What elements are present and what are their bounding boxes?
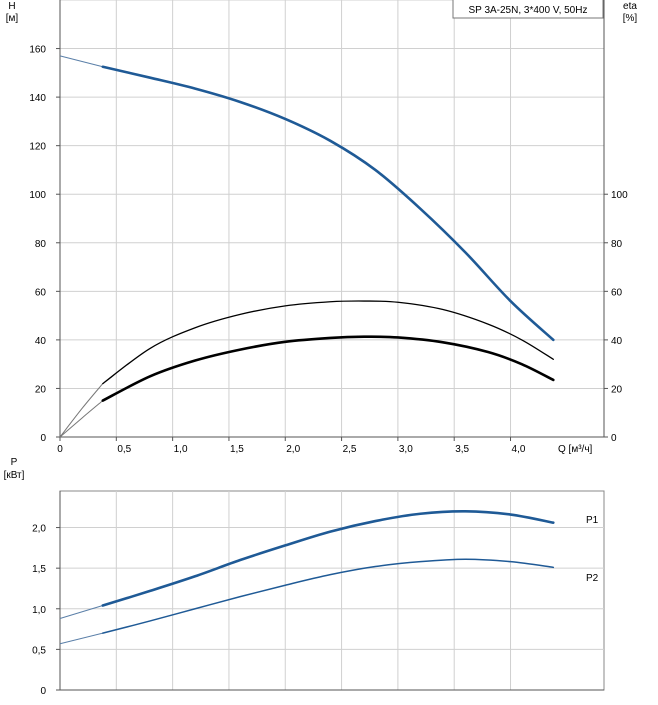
bottom-plot-grid (59, 490, 605, 691)
right-y-tick-label: 80 (611, 239, 623, 250)
left-y-tick-label: 0 (40, 433, 46, 444)
top-plot-grid (59, 0, 605, 438)
bottom-y-tick-label: 1,5 (32, 564, 46, 575)
right-y-tick-label: 0 (611, 433, 617, 444)
y-axis-label-left-line1: H (8, 1, 15, 12)
left-y-tick-label: 60 (35, 287, 47, 298)
bottom-y-axis-label-line1: P (11, 457, 18, 468)
bottom-plot-series (59, 510, 555, 645)
y-axis-label-right-line2: [%] (623, 13, 638, 24)
x-tick-label: 1,5 (230, 444, 244, 455)
left-y-tick-label: 140 (29, 93, 46, 104)
x-tick-label: 2,0 (286, 444, 300, 455)
y-axis-label-left-line2: [м] (6, 13, 19, 24)
series-label-p1: P1 (586, 515, 599, 526)
right-y-tick-label: 60 (611, 287, 623, 298)
x-tick-label: 0,5 (117, 444, 131, 455)
chart-title: SP 3A-25N, 3*400 V, 50Hz (469, 5, 588, 16)
series-label-p2: P2 (586, 573, 599, 584)
eta-lower-extension-line (59, 400, 104, 438)
right-y-tick-label: 40 (611, 336, 623, 347)
p2-curve (102, 558, 555, 634)
left-y-tick-label: 80 (35, 239, 47, 250)
left-y-tick-label: 20 (35, 384, 47, 395)
x-tick-label: 3,0 (399, 444, 413, 455)
x-tick-label: 4,0 (512, 444, 526, 455)
p2-extension-line (59, 632, 103, 645)
right-y-tick-label: 100 (611, 190, 628, 201)
H-curve (101, 65, 555, 342)
bottom-y-tick-label: 0 (40, 686, 46, 697)
right-y-tick-label: 20 (611, 384, 623, 395)
p1-curve (101, 510, 555, 607)
left-y-tick-label: 40 (35, 336, 47, 347)
left-y-tick-label: 120 (29, 142, 46, 153)
eta-upper-curve (102, 300, 554, 385)
top-plot-ticks: 0 0,5 1,0 1,5 2,0 2,5 3,0 3,5 4,0 0 20 40 60 80 100 120… (29, 45, 628, 455)
H-extension-line (59, 55, 103, 68)
bottom-plot-ticks: 0 0,5 1,0 1,5 2,0 (32, 524, 60, 697)
bottom-plot-frame (59, 490, 605, 691)
x-axis-label: Q [м³/ч] (558, 444, 593, 455)
bottom-y-tick-label: 1,0 (32, 605, 46, 616)
eta-upper-extension-line (59, 383, 104, 438)
p1-extension-line (59, 605, 103, 620)
bottom-y-tick-label: 0,5 (32, 645, 46, 656)
x-tick-label: 0 (57, 444, 63, 455)
top-plot-frame (59, 0, 605, 438)
top-plot-series (59, 55, 555, 438)
y-axis-label-right-line1: eta (623, 1, 637, 12)
bottom-y-tick-label: 2,0 (32, 524, 46, 535)
left-y-tick-label: 100 (29, 190, 46, 201)
x-tick-label: 1,0 (174, 444, 188, 455)
bottom-y-axis-label-line2: [кВт] (4, 470, 25, 481)
x-tick-label: 2,5 (343, 444, 357, 455)
eta-lower-curve (101, 335, 555, 402)
x-tick-label: 3,5 (455, 444, 469, 455)
chart-title-box (452, 0, 604, 19)
left-y-tick-label: 160 (29, 45, 46, 56)
